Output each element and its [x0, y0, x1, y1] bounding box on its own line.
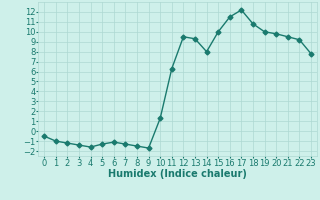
- X-axis label: Humidex (Indice chaleur): Humidex (Indice chaleur): [108, 169, 247, 179]
